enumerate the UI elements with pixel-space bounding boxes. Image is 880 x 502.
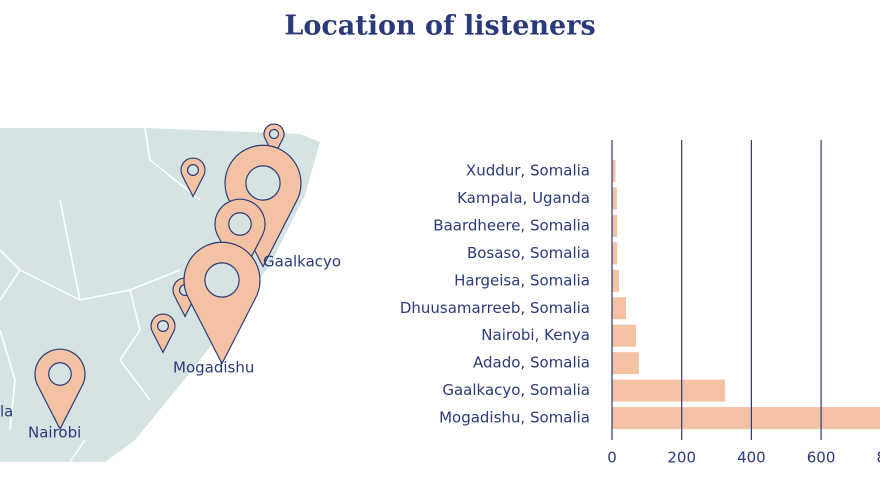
y-tick-label: Hargeisa, Somalia xyxy=(454,271,590,289)
bar xyxy=(612,407,880,430)
x-tick-label: 400 xyxy=(737,449,766,467)
chart-title: Location of listeners xyxy=(284,11,595,42)
y-tick-label: Kampala, Uganda xyxy=(457,189,590,207)
y-tick-label: Adado, Somalia xyxy=(473,354,590,372)
x-tick-label: 800 xyxy=(876,449,880,467)
pin xyxy=(180,157,206,198)
borders xyxy=(0,127,201,463)
bar xyxy=(612,242,618,265)
bar xyxy=(612,160,616,182)
pin xyxy=(150,313,176,354)
pin-hole xyxy=(245,165,281,201)
map-label: Mogadishu xyxy=(173,359,254,377)
y-tick-label: Mogadishu, Somalia xyxy=(439,409,590,427)
pin-hole xyxy=(48,362,72,386)
bar xyxy=(612,214,618,237)
pin xyxy=(183,241,261,365)
bar xyxy=(612,297,626,320)
pin-hole xyxy=(187,164,200,177)
x-tick-label: 0 xyxy=(607,449,617,467)
y-tick-label: Gaalkacyo, Somalia xyxy=(442,381,590,399)
bar xyxy=(612,379,725,402)
y-tick-label: Xuddur, Somalia xyxy=(466,162,590,180)
map-label: la xyxy=(0,403,13,421)
map-label: Gaalkacyo xyxy=(263,253,341,271)
bar xyxy=(612,187,617,210)
bar xyxy=(612,269,619,292)
y-tick-label: Bosaso, Somalia xyxy=(467,244,590,262)
bar xyxy=(612,352,639,375)
pin-hole xyxy=(157,320,170,333)
bar xyxy=(612,324,637,347)
pins xyxy=(34,123,302,431)
pin xyxy=(214,198,266,281)
x-tick-label: 600 xyxy=(807,449,836,467)
pin-hole xyxy=(204,262,240,298)
map-label: Nairobi xyxy=(28,424,81,442)
y-tick-label: Dhuusamarreeb, Somalia xyxy=(400,299,590,317)
pin-hole xyxy=(228,212,252,236)
y-tick-label: Baardheere, Somalia xyxy=(433,216,590,234)
pin-hole xyxy=(268,128,280,140)
pin xyxy=(263,123,285,158)
x-tick-label: 200 xyxy=(667,449,696,467)
pin xyxy=(34,348,86,431)
y-tick-label: Nairobi, Kenya xyxy=(481,326,590,344)
pin xyxy=(224,144,302,268)
